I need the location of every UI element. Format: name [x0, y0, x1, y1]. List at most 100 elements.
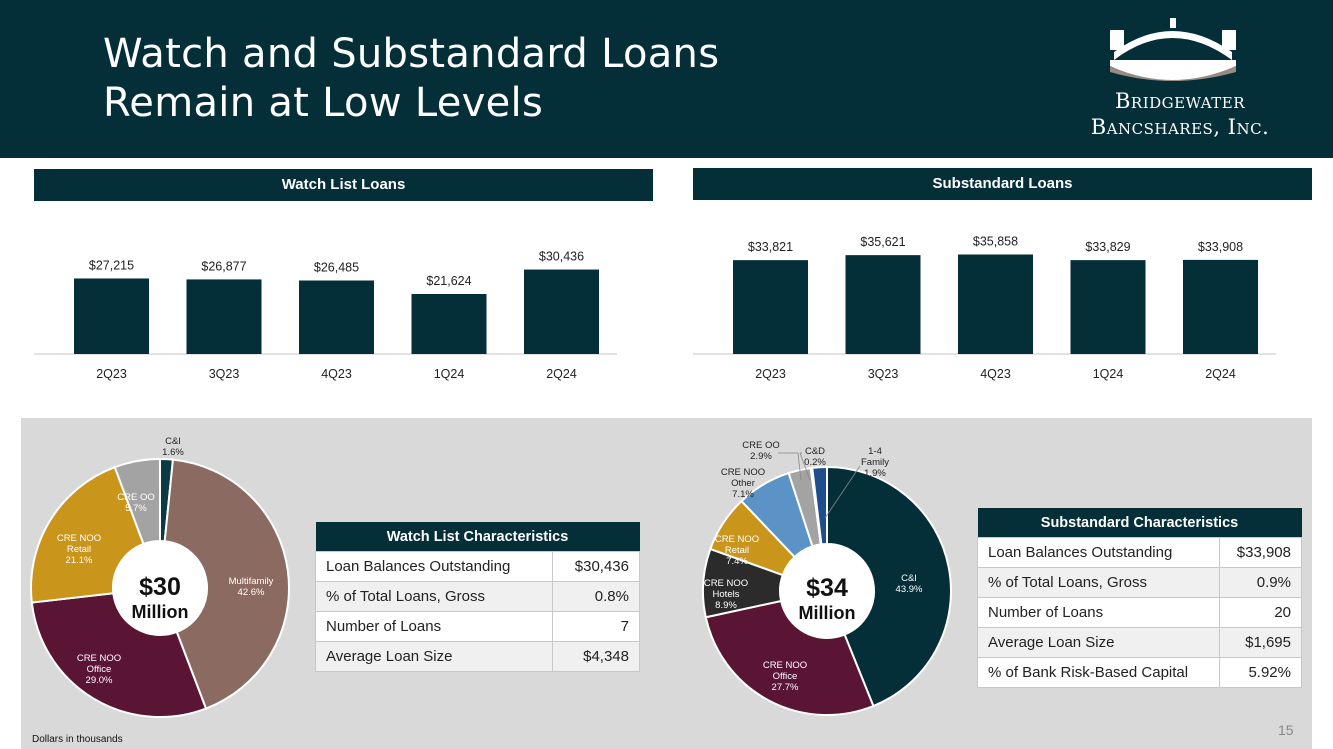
bar-data-label: $35,621 [860, 235, 905, 249]
donut-hole [780, 544, 874, 638]
substandard-pie-center-amount: $34 [806, 574, 848, 602]
pie-slice-label: CRE NOO Other 7.1% [721, 467, 765, 500]
pie-slice-label: Multifamily 42.6% [229, 576, 274, 598]
bar-2Q23 [733, 260, 808, 354]
table-cell-label: Average Loan Size [977, 627, 1220, 658]
table-row: Number of Loans 7 [314, 611, 640, 642]
table-cell-value: $33,908 [1218, 537, 1303, 568]
pie-slice-c-i [826, 465, 952, 708]
substandard-pie-chart: C&I 43.9% CRE NOO Office 27.7% CRE NOO Hotels 8… [702, 440, 952, 716]
table-row: % of Total Loans, Gross 0.8% [314, 581, 640, 612]
x-tick-label: 2Q24 [1205, 367, 1236, 381]
table-row: % of Bank Risk-Based Capital 5.92% [977, 657, 1303, 688]
bar-data-label: $33,829 [1085, 240, 1130, 254]
logo-text-line1: Bridgewater [1114, 89, 1246, 113]
logo-text-line2: Bancshares, Inc. [1090, 115, 1270, 139]
bar-4Q23 [958, 254, 1033, 354]
table-cell-value: $1,695 [1218, 627, 1303, 658]
bar-2Q24 [524, 269, 599, 354]
page-title-line1: Watch and Substandard Loans [103, 31, 720, 77]
x-tick-label: 2Q23 [755, 367, 786, 381]
pie-slice-label: CRE NOO Office 27.7% [763, 660, 807, 693]
watch-list-characteristics-table: Watch List Characteristics Loan Balances… [314, 522, 640, 672]
table-cell-label: Number of Loans [314, 611, 554, 642]
substandard-pie-center-unit: Million [798, 603, 856, 623]
x-tick-label: 4Q23 [980, 367, 1011, 381]
substandard-bar-chart: $33,821 2Q23 $35,621 3Q23 $35,858 4Q23 $33,829… [693, 234, 1276, 381]
table-cell-label: % of Total Loans, Gross [977, 567, 1220, 598]
page-title-line2: Remain at Low Levels [103, 80, 544, 126]
bridge-arch-icon [1110, 18, 1236, 81]
x-tick-label: 4Q23 [321, 367, 352, 381]
table-cell-value: 0.8% [552, 581, 640, 612]
bar-data-label: $21,624 [426, 274, 471, 288]
watch-list-pie-chart: C&I 1.6% Multifamily 42.6% CRE NOO Office 29.0… [30, 436, 290, 718]
table-cell-label: Loan Balances Outstanding [314, 551, 554, 582]
bar-data-label: $27,215 [89, 258, 134, 272]
pie-slice-label: C&D 0.2% [804, 446, 826, 468]
bar-1Q24 [411, 293, 487, 354]
table-row: Average Loan Size $4,348 [314, 641, 640, 672]
pie-slice-label: C&I 43.9% [896, 573, 923, 595]
x-tick-label: 2Q24 [546, 367, 577, 381]
x-tick-label: 3Q23 [209, 367, 240, 381]
leader-line [778, 452, 802, 481]
pie-slice-label: CRE NOO Office 29.0% [77, 653, 121, 686]
substandard-table-title: Substandard Characteristics [977, 508, 1302, 538]
bar-data-label: $33,821 [748, 240, 793, 254]
watch-list-bar-chart: $27,215 2Q23 $26,877 3Q23 $26,485 4Q23 $21,624… [34, 250, 617, 381]
page-number: 15 [1278, 722, 1294, 738]
bar-data-label: $33,908 [1198, 240, 1243, 254]
watch-table-title: Watch List Characteristics [315, 522, 640, 552]
company-logo: Bridgewater Bancshares, Inc. [1070, 16, 1290, 146]
donut-hole [113, 541, 207, 635]
footnote: Dollars in thousands [32, 734, 123, 745]
table-cell-label: Loan Balances Outstanding [977, 537, 1220, 568]
watch-pie-center-amount: $30 [139, 573, 181, 601]
table-cell-value: $30,436 [552, 551, 640, 582]
bar-2Q24 [1183, 259, 1258, 354]
watch-pie-center-label: $30 Million [110, 573, 210, 623]
pie-slice-label: CRE NOO Retail 21.1% [57, 533, 101, 566]
table-cell-label: Average Loan Size [314, 641, 554, 672]
x-tick-label: 1Q24 [1093, 367, 1124, 381]
table-cell-value: 0.9% [1218, 567, 1303, 598]
x-tick-label: 3Q23 [868, 367, 899, 381]
bar-1Q24 [1070, 260, 1146, 354]
substandard-pie-center-label: $34 Million [777, 574, 877, 624]
table-row: Loan Balances Outstanding $33,908 [977, 537, 1303, 568]
table-cell-value: $4,348 [552, 641, 640, 672]
bar-2Q23 [74, 278, 149, 354]
leader-line [824, 465, 861, 519]
watch-pie-center-unit: Million [131, 602, 189, 622]
table-cell-value: 20 [1218, 597, 1303, 628]
pie-slice-label: 1-4 Family 1.9% [861, 446, 889, 479]
table-cell-label: % of Bank Risk-Based Capital [977, 657, 1220, 688]
table-row: Average Loan Size $1,695 [977, 627, 1303, 658]
pie-slice-label: C&I 1.6% [162, 436, 184, 458]
table-cell-label: Number of Loans [977, 597, 1220, 628]
page-title: Watch and Substandard Loans Remain at Lo… [103, 30, 719, 128]
table-row: Number of Loans 20 [977, 597, 1303, 628]
leader-line [799, 452, 811, 481]
x-tick-label: 1Q24 [434, 367, 465, 381]
x-tick-label: 2Q23 [96, 367, 127, 381]
table-cell-label: % of Total Loans, Gross [314, 581, 554, 612]
table-row: % of Total Loans, Gross 0.9% [977, 567, 1303, 598]
bar-data-label: $26,877 [201, 259, 246, 273]
bar-data-label: $26,485 [314, 261, 359, 275]
pie-slice-cre-noo-retail [30, 465, 145, 604]
bar-data-label: $30,436 [539, 250, 584, 264]
bar-data-label: $35,858 [973, 234, 1018, 248]
substandard-loans-bar: Substandard Loans [693, 168, 1312, 200]
bar-4Q23 [299, 280, 374, 354]
header-band: Watch and Substandard Loans Remain at Lo… [0, 0, 1333, 158]
watch-list-loans-bar: Watch List Loans [34, 169, 653, 201]
bar-3Q23 [186, 279, 262, 354]
table-cell-value: 5.92% [1218, 657, 1303, 688]
substandard-characteristics-table: Substandard Characteristics Loan Balance… [977, 508, 1303, 688]
pie-slice-label: CRE NOO Hotels 8.9% [704, 578, 748, 611]
table-row: Loan Balances Outstanding $30,436 [314, 551, 640, 582]
bar-3Q23 [845, 255, 921, 354]
pie-slice-label: CRE NOO Retail 7.4% [715, 534, 759, 567]
